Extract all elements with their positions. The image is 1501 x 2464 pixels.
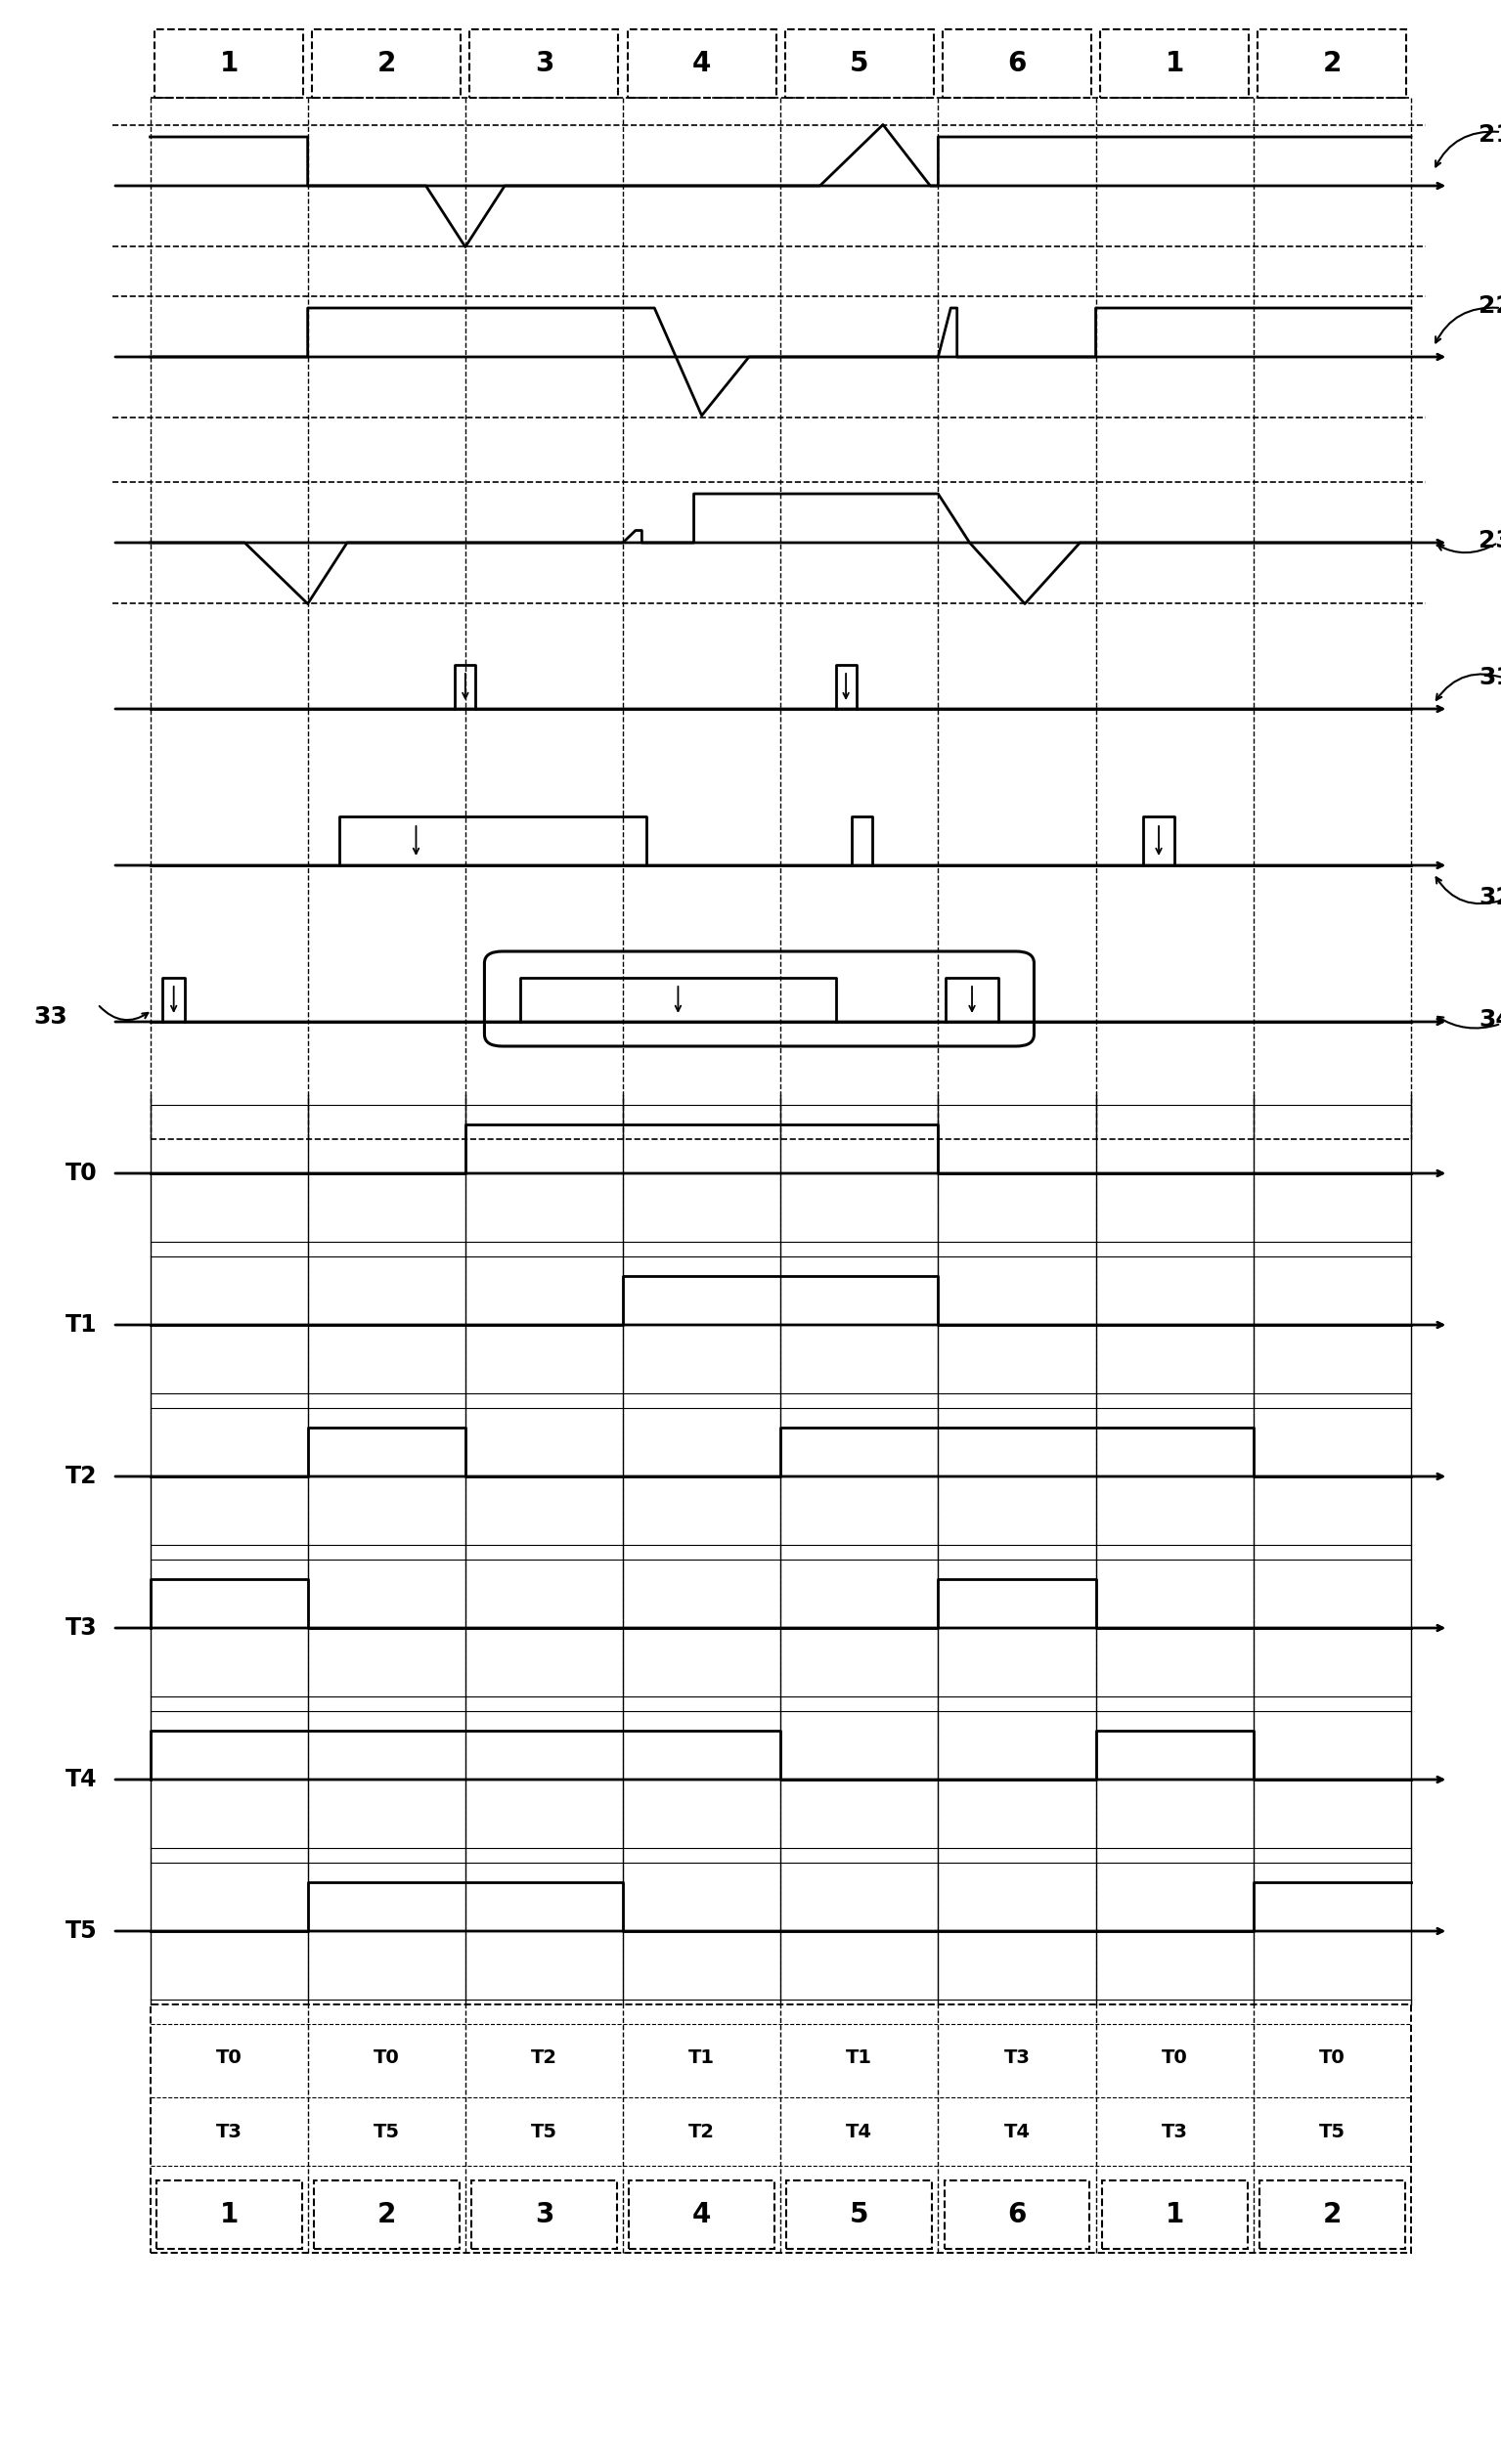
Text: 2: 2: [377, 2200, 396, 2227]
Bar: [785, 30, 934, 99]
Bar: [787, 2181, 932, 2250]
Bar: [944, 2181, 1090, 2250]
Bar: [156, 2181, 302, 2250]
Text: T2: T2: [66, 1464, 98, 1488]
Text: T1: T1: [847, 2050, 872, 2067]
Text: T5: T5: [531, 2122, 557, 2141]
Text: T0: T0: [374, 2050, 399, 2067]
Text: T3: T3: [66, 1616, 98, 1639]
Text: 22: 22: [1478, 293, 1501, 318]
Text: 2: 2: [1322, 49, 1342, 76]
Text: 4: 4: [692, 2200, 711, 2227]
Text: 6: 6: [1007, 2200, 1027, 2227]
Bar: [1100, 30, 1249, 99]
Text: 23: 23: [1478, 530, 1501, 552]
Bar: [1259, 2181, 1405, 2250]
Text: 6: 6: [1007, 49, 1027, 76]
Text: 5: 5: [850, 2200, 869, 2227]
Text: T3: T3: [1162, 2122, 1187, 2141]
Text: T1: T1: [689, 2050, 714, 2067]
Text: 3: 3: [534, 49, 554, 76]
Bar: [471, 2181, 617, 2250]
Text: T4: T4: [1004, 2122, 1030, 2141]
Text: 1: 1: [219, 49, 239, 76]
Text: T0: T0: [1162, 2050, 1187, 2067]
Bar: [314, 2181, 459, 2250]
Text: 32: 32: [1478, 887, 1501, 909]
Text: 2: 2: [1322, 2200, 1342, 2227]
Text: 1: 1: [219, 2200, 239, 2227]
Text: 1: 1: [1165, 2200, 1184, 2227]
Text: T3: T3: [1004, 2050, 1030, 2067]
Text: 2: 2: [377, 49, 396, 76]
Text: 5: 5: [850, 49, 869, 76]
Bar: [1258, 30, 1406, 99]
Text: T5: T5: [66, 1919, 98, 1942]
Text: T1: T1: [66, 1313, 98, 1335]
Text: T2: T2: [689, 2122, 714, 2141]
Text: 1: 1: [1165, 49, 1184, 76]
Bar: [312, 30, 461, 99]
Text: 4: 4: [692, 49, 711, 76]
Text: 21: 21: [1478, 123, 1501, 148]
Text: T4: T4: [66, 1767, 98, 1791]
Bar: [943, 30, 1091, 99]
Text: T5: T5: [1319, 2122, 1345, 2141]
Text: T0: T0: [1319, 2050, 1345, 2067]
Text: T0: T0: [66, 1161, 98, 1185]
Text: T0: T0: [216, 2050, 242, 2067]
Text: T4: T4: [847, 2122, 872, 2141]
Bar: [629, 2181, 775, 2250]
Text: 33: 33: [33, 1005, 68, 1027]
Bar: [150, 2003, 1411, 2252]
Text: 34: 34: [1478, 1008, 1501, 1032]
Text: T2: T2: [531, 2050, 557, 2067]
Text: T5: T5: [374, 2122, 399, 2141]
Text: 31: 31: [1478, 665, 1501, 690]
Bar: [155, 30, 303, 99]
Bar: [627, 30, 776, 99]
Bar: [470, 30, 618, 99]
Text: T3: T3: [216, 2122, 242, 2141]
Bar: [1102, 2181, 1247, 2250]
Text: 3: 3: [534, 2200, 554, 2227]
